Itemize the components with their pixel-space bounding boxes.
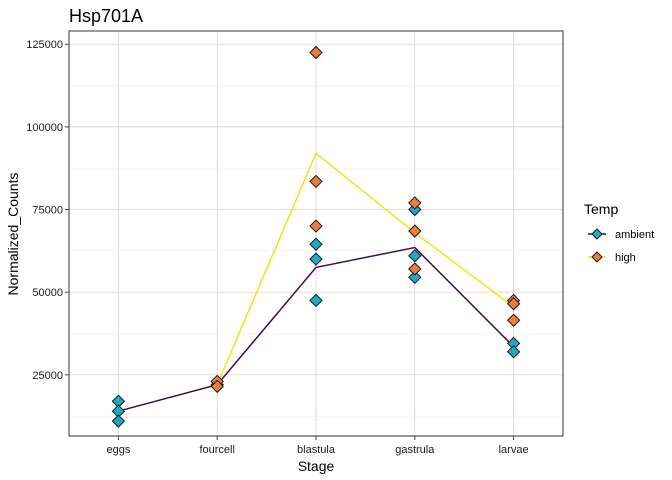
series-line-ambient <box>118 246 515 412</box>
data-point-ambient <box>111 414 126 428</box>
legend: Temp ambient high <box>584 201 654 264</box>
x-tick-label: blastula <box>297 444 336 456</box>
legend-key-marker <box>591 228 603 240</box>
data-point-high <box>309 45 323 60</box>
x-tick-label: eggs <box>106 444 130 456</box>
data-point-ambient <box>408 249 422 263</box>
legend-label: ambient <box>615 229 654 241</box>
grid <box>69 31 563 436</box>
x-tick-label: gastrula <box>395 444 435 456</box>
data-point-high <box>309 219 323 233</box>
data-point-ambient <box>309 293 323 308</box>
x-tick-label: larvae <box>499 444 529 456</box>
data-point-ambient <box>309 237 323 251</box>
data-point-high <box>506 313 521 327</box>
data-point-high <box>210 379 224 394</box>
legend-title: Temp <box>584 201 618 217</box>
legend-label: high <box>615 252 636 264</box>
data-point-high <box>309 174 323 189</box>
chart-title: Hsp701A <box>69 6 143 26</box>
data-point-ambient <box>506 344 521 359</box>
y-tick-label: 50000 <box>32 287 63 299</box>
y-tick-label: 100000 <box>26 122 63 134</box>
data-point-high <box>408 196 422 210</box>
series-line-high <box>216 152 515 386</box>
axes: 25000 50000 75000 100000 125000 eggs fourcell b… <box>26 39 528 456</box>
data-point-ambient <box>309 252 323 266</box>
data-point-high <box>506 297 521 311</box>
data-point-ambient <box>408 270 422 285</box>
y-tick-label: 25000 <box>32 370 63 382</box>
y-tick-label: 75000 <box>32 205 63 217</box>
y-axis-title: Normalized_Counts <box>5 173 21 296</box>
data-points <box>111 45 521 428</box>
legend-key-marker <box>591 251 603 263</box>
series-lines <box>118 152 515 412</box>
data-point-high <box>408 262 422 276</box>
x-tick-label: fourcell <box>199 444 234 456</box>
data-point-high <box>408 224 422 238</box>
x-axis-title: Stage <box>298 458 335 474</box>
y-tick-label: 125000 <box>26 39 63 51</box>
